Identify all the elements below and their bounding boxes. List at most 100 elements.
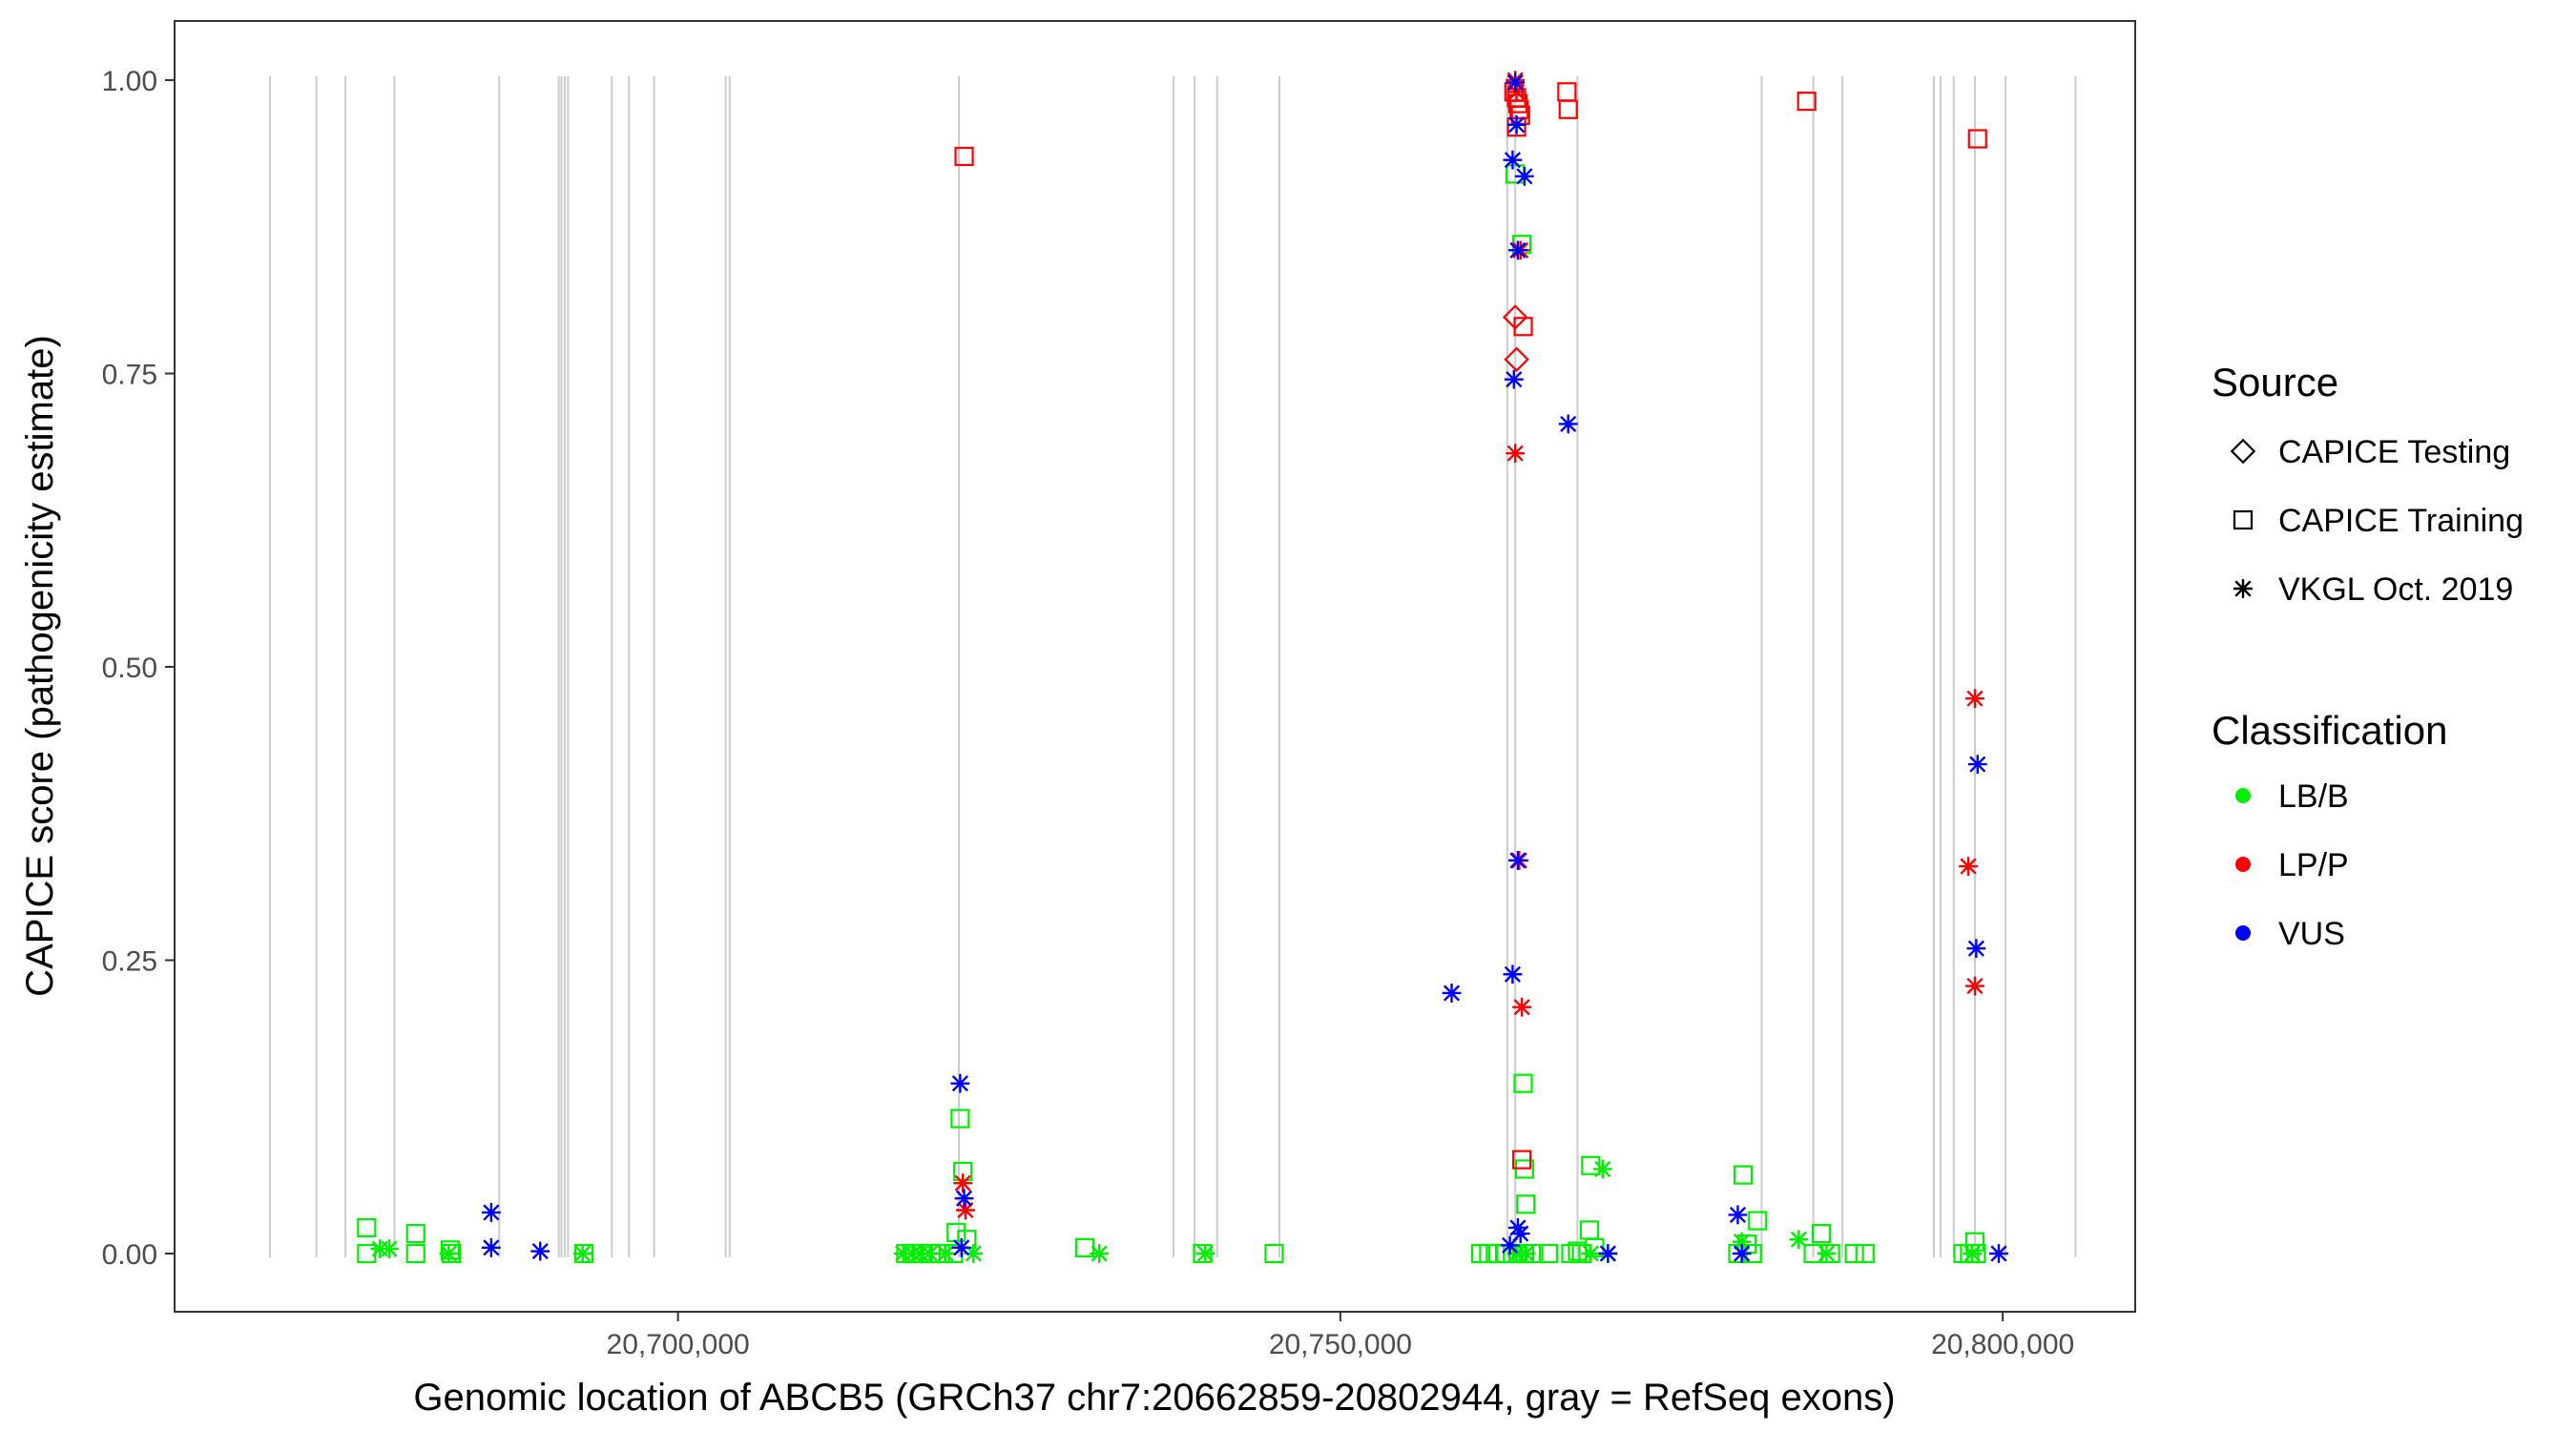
exon-lines-layer: [268, 76, 2077, 1257]
point-vkgl-oct-2019-vus: [1515, 166, 1534, 186]
y-tick-label: 1.00: [102, 66, 157, 97]
point-vkgl-oct-2019-lb-b: [572, 1244, 592, 1263]
point-vkgl-oct-2019-lp-p: [1965, 976, 1984, 996]
point-capice-training-lb-b: [1733, 1165, 1754, 1185]
point-vkgl-oct-2019-vus: [954, 1189, 974, 1209]
point-vkgl-oct-2019-vus: [1506, 114, 1527, 135]
point-vkgl-oct-2019-vus: [1510, 1224, 1530, 1243]
point-capice-training-lb-b: [405, 1223, 426, 1244]
point-capice-training-lb-b: [1579, 1220, 1600, 1240]
point-capice-training-lb-b: [1811, 1223, 1832, 1244]
point-vkgl-oct-2019-vus: [530, 1241, 551, 1261]
point-capice-training-lp-p: [1512, 1150, 1532, 1170]
legend-key-square: [2233, 509, 2254, 530]
point-vkgl-oct-2019-vus: [1732, 1244, 1752, 1263]
legend: Source Classification CAPICE Testing CAPI…: [2212, 360, 2524, 952]
point-capice-training-lb-b: [1513, 1073, 1533, 1093]
point-vkgl-oct-2019-vus: [1967, 755, 1987, 774]
point-vkgl-oct-2019-vus: [1558, 414, 1578, 434]
y-axis-title: CAPICE score (pathogenicity estimate): [19, 335, 61, 997]
point-capice-training-lb-b: [1844, 1243, 1864, 1264]
point-vkgl-oct-2019-vus: [1508, 240, 1527, 260]
point-capice-training-lb-b: [357, 1243, 377, 1264]
point-capice-testing-lp-p: [1504, 346, 1529, 372]
point-vkgl-oct-2019-vus: [481, 1203, 501, 1222]
point-vkgl-oct-2019-vus: [1504, 369, 1524, 389]
legend-source-label: CAPICE Testing: [2278, 434, 2510, 470]
point-vkgl-oct-2019-vus: [481, 1237, 501, 1257]
legend-source-title: Source: [2212, 360, 2338, 404]
point-vkgl-oct-2019-vus: [1508, 851, 1527, 870]
x-axis-title: Genomic location of ABCB5 (GRCh37 chr7:2…: [413, 1377, 1895, 1419]
y-tick-label: 0.75: [102, 360, 157, 391]
point-capice-training-lb-b: [1264, 1243, 1284, 1264]
point-capice-testing-lp-p: [1502, 304, 1528, 330]
plot-panel-border: [174, 20, 2136, 1313]
point-capice-training-lb-b: [405, 1243, 426, 1264]
x-tick-label: 20,800,000: [1931, 1329, 2074, 1360]
point-vkgl-oct-2019-vus: [950, 1073, 970, 1093]
legend-key-lp-p: [2235, 857, 2251, 872]
legend-key-vus: [2235, 925, 2251, 941]
y-tick-label: 0.00: [102, 1239, 157, 1271]
point-vkgl-oct-2019-vus: [1506, 73, 1526, 93]
point-vkgl-oct-2019-lb-b: [1581, 1244, 1601, 1263]
point-vkgl-oct-2019-vus: [951, 1237, 971, 1257]
point-vkgl-oct-2019-vus: [1989, 1244, 2008, 1263]
legend-key-diamond: [2230, 438, 2256, 465]
point-capice-training-lp-p: [954, 146, 974, 167]
legend-key-asterisk: [2233, 579, 2253, 598]
x-axis: 20,700,000 20,750,000 20,800,000: [607, 1312, 2074, 1360]
point-capice-training-lp-p: [1967, 129, 1987, 149]
point-vkgl-oct-2019-vus: [1966, 939, 1986, 959]
data-points-layer: [357, 71, 2008, 1264]
point-vkgl-oct-2019-lb-b: [439, 1244, 459, 1263]
point-vkgl-oct-2019-vus: [1442, 984, 1462, 1003]
point-capice-training-lb-b: [1748, 1211, 1768, 1231]
y-tick-label: 0.25: [102, 946, 157, 978]
point-capice-training-lb-b: [1581, 1155, 1601, 1175]
legend-source-label: CAPICE Training: [2278, 503, 2524, 539]
point-vkgl-oct-2019-vus: [1503, 150, 1523, 170]
point-capice-training-lp-p: [1797, 92, 1817, 112]
point-vkgl-oct-2019-lb-b: [1592, 1159, 1612, 1179]
point-vkgl-oct-2019-lp-p: [1965, 689, 1984, 709]
point-vkgl-oct-2019-lp-p: [1512, 997, 1532, 1017]
legend-classification-title: Classification: [2212, 708, 2447, 753]
point-vkgl-oct-2019-lb-b: [380, 1239, 399, 1258]
point-vkgl-oct-2019-lb-b: [964, 1244, 984, 1263]
point-vkgl-oct-2019-lb-b: [920, 1244, 940, 1263]
point-vkgl-oct-2019-vus: [1598, 1244, 1618, 1263]
point-vkgl-oct-2019-lb-b: [1789, 1230, 1809, 1250]
point-capice-training-lb-b: [1516, 1194, 1536, 1214]
point-vkgl-oct-2019-lb-b: [1090, 1244, 1110, 1263]
point-capice-training-lb-b: [1538, 1243, 1558, 1264]
point-vkgl-oct-2019-lp-p: [1506, 444, 1526, 464]
point-vkgl-oct-2019-lb-b: [1516, 1244, 1536, 1263]
legend-classification-label: LB/B: [2278, 778, 2349, 815]
point-capice-training-lb-b: [950, 1109, 970, 1129]
point-vkgl-oct-2019-lb-b: [936, 1244, 956, 1263]
point-capice-training-lb-b: [440, 1240, 460, 1260]
legend-source-label: VKGL Oct. 2019: [2278, 571, 2513, 608]
point-vkgl-oct-2019-vus: [1500, 1235, 1520, 1255]
point-capice-training-lp-p: [1558, 99, 1578, 119]
point-capice-training-lp-p: [1507, 93, 1528, 114]
legend-classification-label: VUS: [2278, 916, 2345, 952]
legend-key-lb-b: [2235, 788, 2251, 803]
point-vkgl-oct-2019-lp-p: [1959, 857, 1978, 876]
point-vkgl-oct-2019-lb-b: [1817, 1244, 1837, 1263]
point-vkgl-oct-2019-lb-b: [1732, 1232, 1752, 1252]
point-vkgl-oct-2019-vus: [1728, 1205, 1748, 1225]
legend-classification-label: LP/P: [2278, 847, 2349, 883]
point-vkgl-oct-2019-vus: [1503, 964, 1523, 985]
x-tick-label: 20,700,000: [607, 1329, 750, 1360]
point-capice-training-lb-b: [1561, 1243, 1581, 1264]
point-vkgl-oct-2019-lp-p: [1506, 82, 1527, 102]
y-tick-label: 0.50: [102, 653, 157, 684]
point-capice-training-lb-b: [357, 1217, 377, 1238]
x-tick-label: 20,750,000: [1269, 1329, 1412, 1360]
point-vkgl-oct-2019-lp-p: [953, 1173, 973, 1193]
point-capice-training-lb-b: [1855, 1243, 1875, 1264]
